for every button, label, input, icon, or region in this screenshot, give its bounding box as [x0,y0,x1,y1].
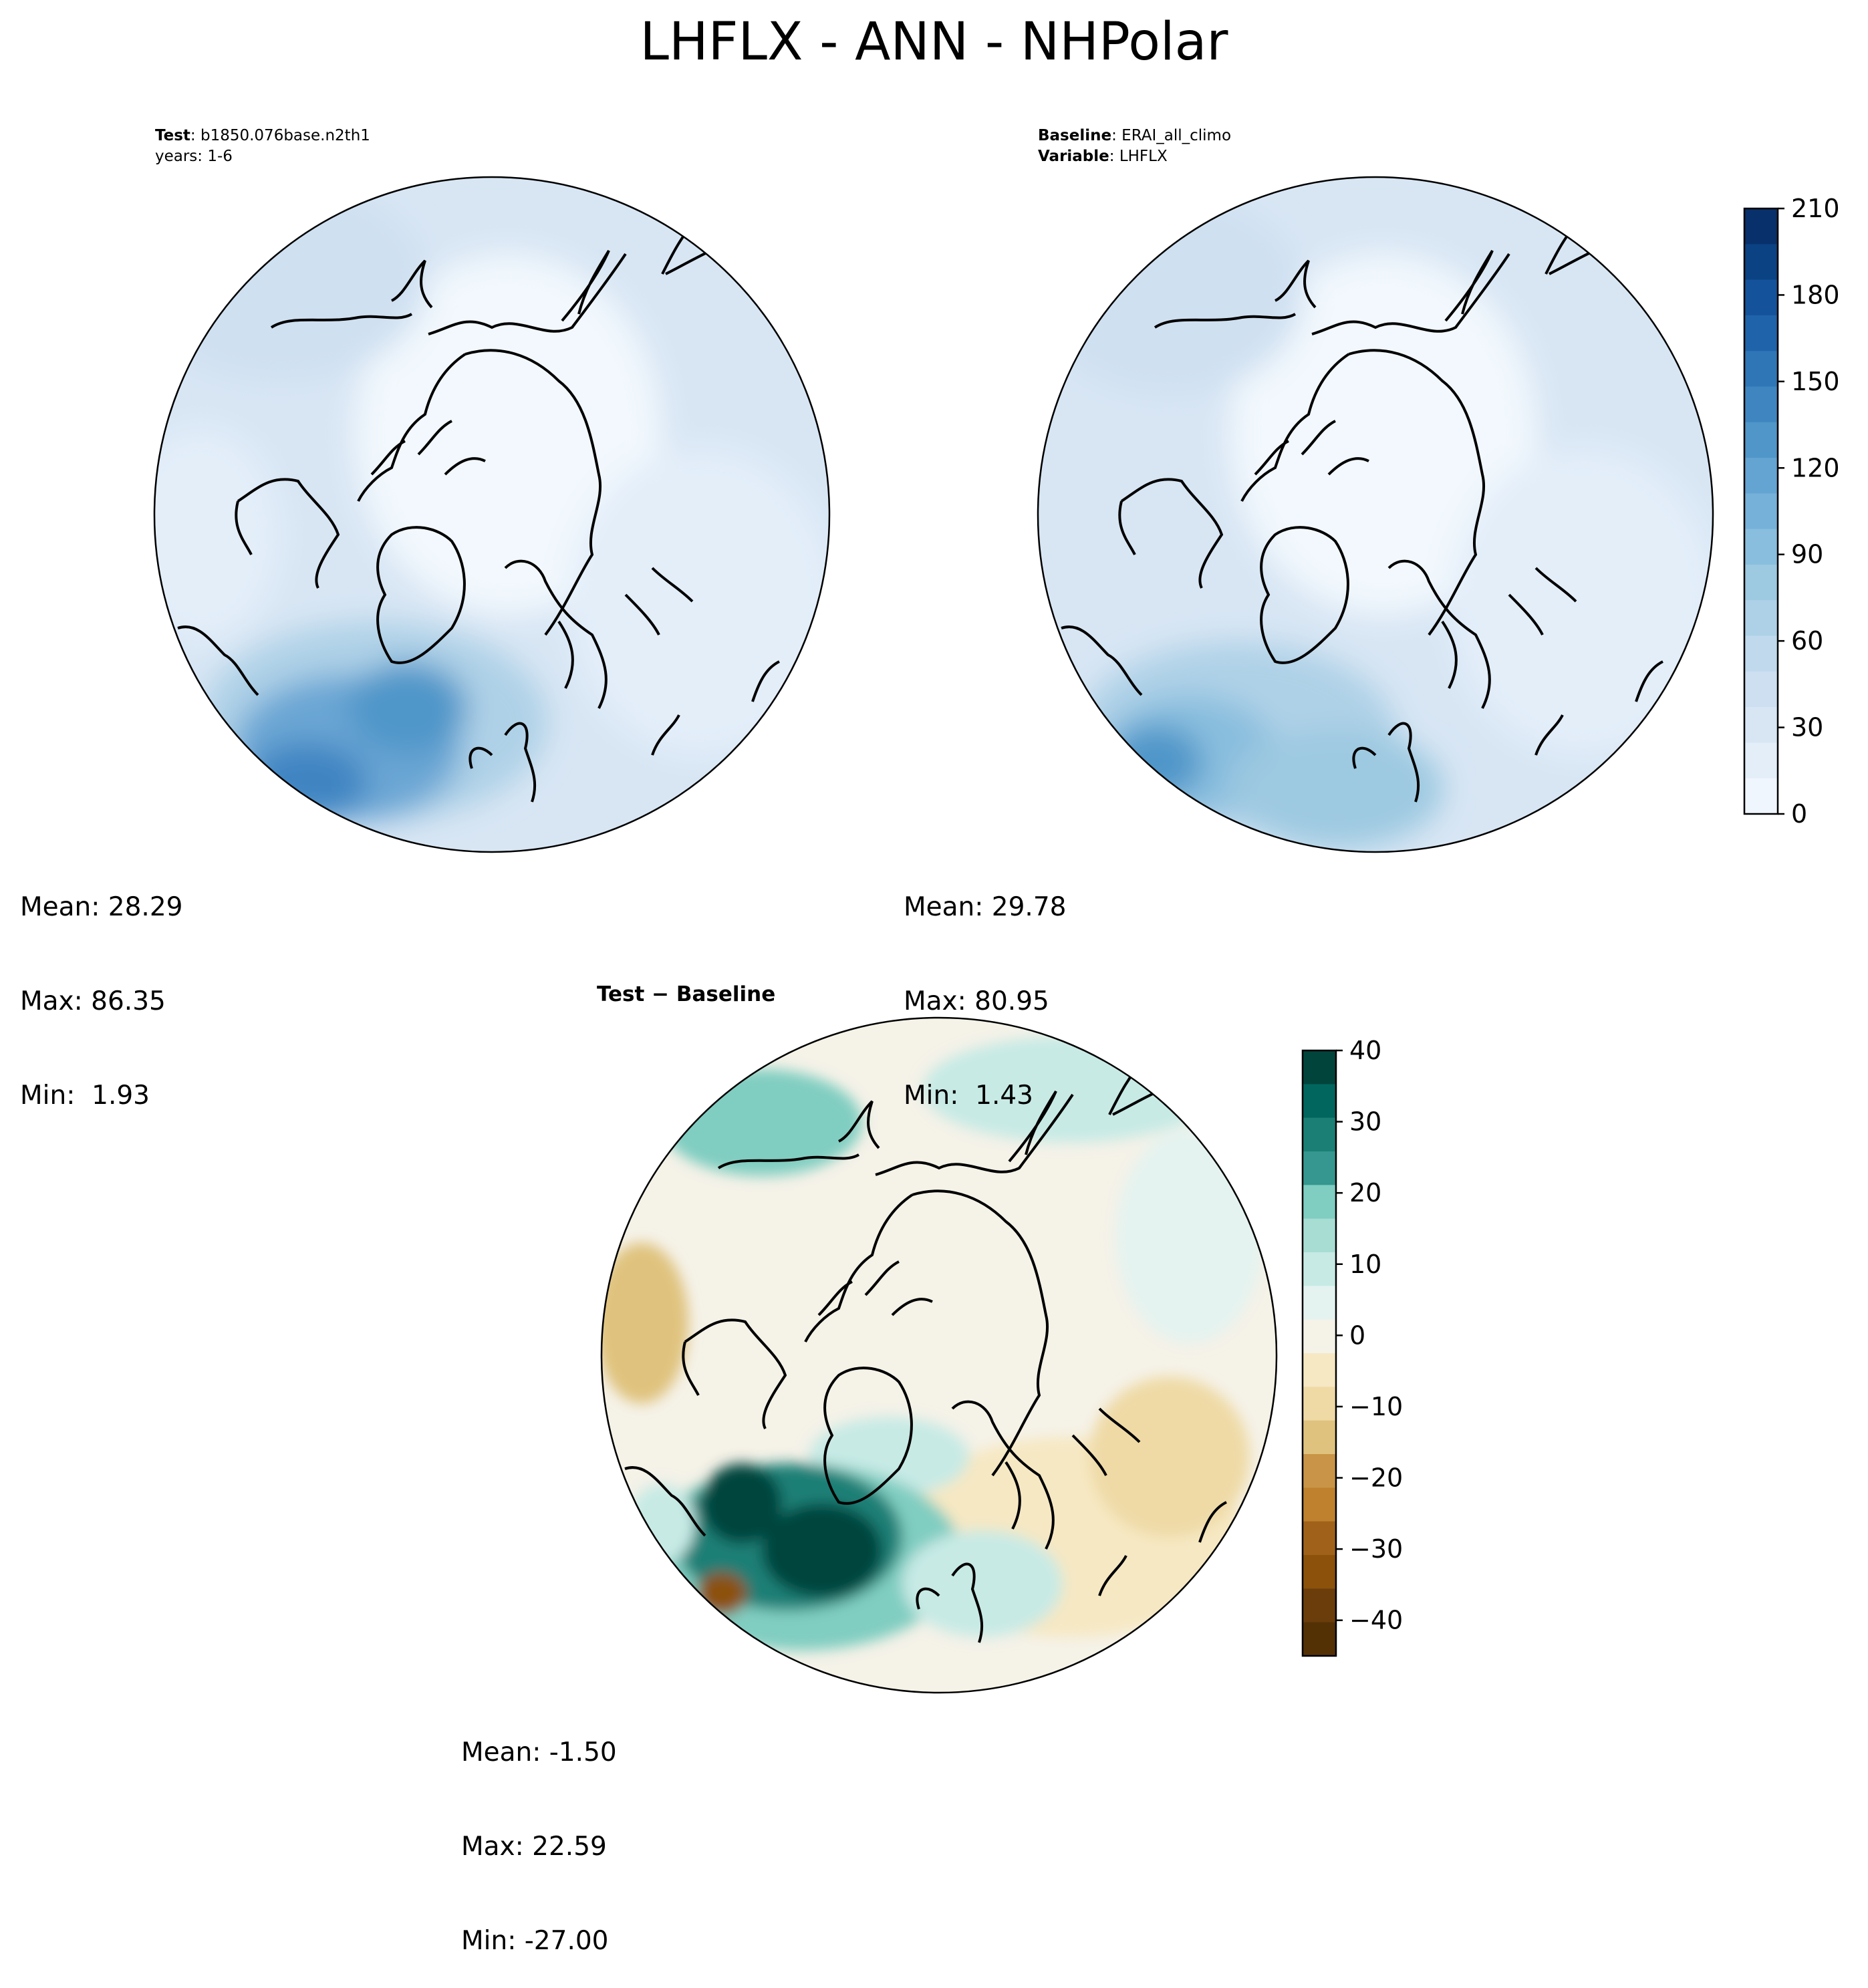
diff-colorbar-frame [1301,1049,1337,1657]
baseline-max: Max: 80.95 [904,986,1049,1016]
diff-colorbar-tick-label: −10 [1349,1392,1403,1421]
diff-map [600,1016,1278,1694]
main-colorbar-segment [1744,742,1778,779]
diff-colorbar-tick-label: 0 [1349,1320,1365,1350]
main-colorbar-tick-label: 0 [1791,799,1807,829]
diff-mean: Mean: -1.50 [461,1737,617,1767]
diff-colorbar-segment [1303,1252,1336,1286]
diff-colorbar: 40 30 20 10 0 −10 −20 −30 −40 [1301,1036,1403,1657]
baseline-mean: Mean: 29.78 [904,892,1067,922]
diff-colorbar-segment [1303,1286,1336,1320]
test-map [153,176,831,853]
test-stats: Mean: 28.29 Max: 86.35 Min: 1.93 [20,829,182,1143]
main-colorbar-frame [1743,207,1779,815]
diff-colorbar-segment [1303,1319,1336,1354]
test-max: Max: 86.35 [20,986,166,1016]
diff-colorbar-segment [1303,1387,1336,1421]
test-map-boundary [153,176,831,853]
baseline-label-value: ERAI_all_climo [1121,127,1232,144]
main-colorbar-segment [1744,279,1778,316]
test-years: years: 1-6 [155,148,233,165]
diff-colorbar-tick-label: 30 [1349,1107,1381,1137]
main-colorbar: 0 30 60 90 120 150 180 210 [1743,194,1840,829]
diff-colorbar-segment [1303,1151,1336,1185]
diff-panel-title: Test − Baseline [597,982,776,1006]
diff-colorbar-segment [1303,1185,1336,1220]
main-colorbar-segment [1744,244,1778,281]
diff-min: Min: -27.00 [461,1926,609,1956]
baseline-stats: Mean: 29.78 Max: 80.95 Min: 1.43 [904,829,1066,1143]
main-colorbar-tick-label: 180 [1791,280,1840,309]
main-colorbar-segment [1744,315,1778,351]
main-colorbar-tick-label: 120 [1791,453,1840,482]
main-colorbar-segment [1744,422,1778,458]
main-colorbar-segment [1744,529,1778,565]
diff-colorbar-segment [1303,1117,1336,1152]
diff-colorbar-segment [1303,1218,1336,1253]
test-label-value: b1850.076base.n2th1 [200,127,370,144]
page-title: LHFLX - ANN - NHPolar [640,12,1228,72]
baseline-map-boundary [1037,176,1714,853]
diff-colorbar-segment [1303,1521,1336,1556]
diff-colorbar-tick-label: −20 [1349,1463,1403,1493]
main-colorbar-tick-label: 210 [1791,194,1840,223]
main-colorbar-tick-label: 150 [1791,367,1840,396]
variable-label-value: LHFLX [1119,148,1168,165]
diff-colorbar-segment [1303,1454,1336,1488]
main-colorbar-segment [1744,493,1778,530]
main-colorbar-segment [1744,351,1778,388]
test-mean: Mean: 28.29 [20,892,183,922]
main-colorbar-segment [1744,635,1778,672]
main-colorbar-segment [1744,778,1778,815]
diff-colorbar-tick-label: −40 [1349,1606,1403,1635]
main-colorbar-segment [1744,600,1778,637]
main-colorbar-segment [1744,208,1778,245]
maps-figure: 0 30 60 90 120 150 180 210 40 30 20 10 0 −10 −20 −30 −4… [153,176,1840,1694]
main-colorbar-tick-label: 30 [1791,713,1823,742]
diff-colorbar-tick-label: 10 [1349,1250,1381,1279]
main-colorbar-tick-label: 60 [1791,626,1823,656]
diff-colorbar-tick-label: 20 [1349,1178,1381,1208]
variable-label-key: Variable [1038,148,1109,165]
diff-stats: Mean: -1.50 Max: 22.59 Min: -27.00 [461,1674,617,1988]
test-panel-label: Test: b1850.076base.n2th1 years: 1-6 [155,127,370,165]
diff-colorbar-segment [1303,1555,1336,1589]
main-colorbar-segment [1744,707,1778,744]
diff-colorbar-segment [1303,1084,1336,1119]
baseline-map [1037,176,1714,853]
main-colorbar-segment [1744,386,1778,423]
diff-colorbar-tick-label: −30 [1349,1534,1403,1564]
main-colorbar-segment [1744,671,1778,708]
diff-colorbar-segment [1303,1588,1336,1623]
main-colorbar-segment [1744,458,1778,494]
main-colorbar-segment [1744,564,1778,601]
diff-colorbar-segment [1303,1353,1336,1387]
diff-colorbar-segment [1303,1622,1336,1657]
diff-colorbar-segment [1303,1487,1336,1522]
diff-max: Max: 22.59 [461,1832,607,1862]
main-colorbar-tick-label: 90 [1791,540,1823,569]
test-label-key: Test [155,127,190,144]
test-min: Min: 1.93 [20,1081,150,1111]
diff-map-boundary [600,1016,1278,1694]
diff-colorbar-segment [1303,1050,1336,1085]
diff-colorbar-segment [1303,1420,1336,1455]
diff-colorbar-tick-label: 40 [1349,1036,1381,1065]
baseline-panel-label: Baseline: ERAI_all_climo Variable: LHFLX [1038,127,1232,165]
baseline-min: Min: 1.43 [904,1081,1033,1111]
baseline-label-key: Baseline [1038,127,1112,144]
